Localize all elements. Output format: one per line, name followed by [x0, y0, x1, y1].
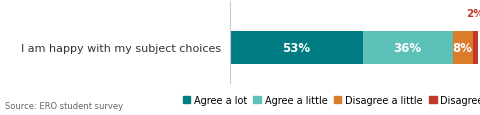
- Bar: [230, 32, 363, 64]
- Text: Source: ERO student survey: Source: ERO student survey: [5, 101, 123, 110]
- Text: 36%: 36%: [394, 42, 422, 55]
- Bar: [363, 32, 453, 64]
- Legend: Agree a lot, Agree a little, Disagree a little, Disagree a lot: Agree a lot, Agree a little, Disagree a …: [183, 95, 480, 105]
- Bar: [473, 32, 478, 64]
- Text: 53%: 53%: [283, 42, 311, 55]
- Text: 2%: 2%: [466, 9, 480, 18]
- Bar: [453, 32, 473, 64]
- Text: 8%: 8%: [453, 42, 473, 55]
- Text: I am happy with my subject choices: I am happy with my subject choices: [21, 43, 221, 53]
